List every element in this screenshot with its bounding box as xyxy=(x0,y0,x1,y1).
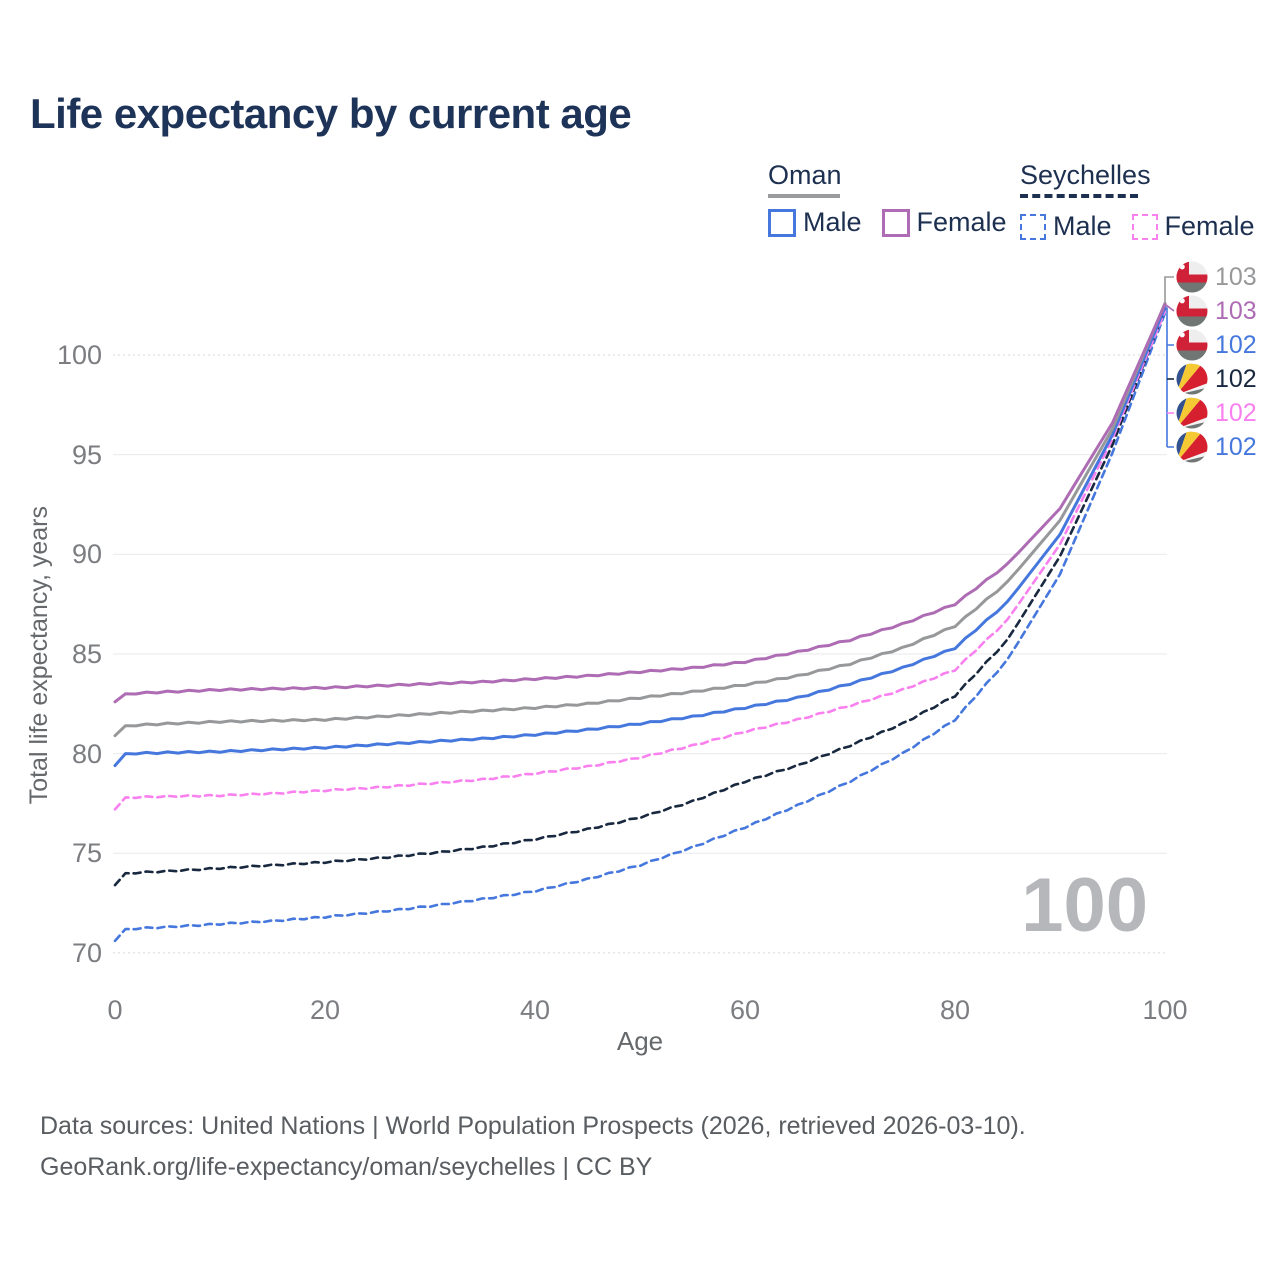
end-label-connector xyxy=(1164,276,1174,304)
legend-label-oman-female: Female xyxy=(916,207,1007,237)
legend-underline-seychelles xyxy=(1020,194,1138,198)
footer-link[interactable]: GeoRank.org/life-expectancy/oman/seychel… xyxy=(40,1152,653,1181)
end-value: 102 xyxy=(1215,398,1257,427)
end-value: 103 xyxy=(1215,262,1257,291)
x-tick-label: 100 xyxy=(1142,995,1188,1025)
y-tick-label: 85 xyxy=(71,638,102,669)
y-tick-label: 90 xyxy=(71,539,102,570)
footer-sources: Data sources: United Nations | World Pop… xyxy=(40,1112,1026,1140)
legend-swatch-oman-female xyxy=(881,208,910,237)
x-tick-label: 0 xyxy=(107,995,123,1025)
end-label-oman-male[interactable]: 102 xyxy=(1176,329,1257,361)
x-axis-title: Age xyxy=(616,1026,664,1056)
series-path-oman-female[interactable] xyxy=(113,302,1167,704)
legend-item-seychelles-male[interactable]: Male xyxy=(1020,211,1112,242)
end-label-seychelles-female[interactable]: 102 xyxy=(1176,397,1257,429)
series-path-seychelles-both[interactable] xyxy=(113,307,1167,887)
footer: Data sources: United Nations | World Pop… xyxy=(40,1106,1026,1187)
y-tick-label: 100 xyxy=(56,340,102,370)
seychelles-flag-icon xyxy=(1176,397,1208,429)
end-label-connector xyxy=(1166,307,1174,448)
legend-underline-oman xyxy=(768,194,840,198)
legend-country-oman[interactable]: Oman xyxy=(768,160,842,190)
legend-item-oman-male[interactable]: Male xyxy=(768,207,862,238)
chart-title: Life expectancy by current age xyxy=(30,90,632,137)
end-value: 102 xyxy=(1215,432,1257,461)
end-labels: 103 103 102 102 102 102 xyxy=(1176,261,1257,463)
legend-country-seychelles[interactable]: Seychelles xyxy=(1020,160,1151,190)
legend-item-seychelles-female[interactable]: Female xyxy=(1131,211,1255,242)
y-tick-label: 80 xyxy=(71,738,102,769)
y-tick-label: 70 xyxy=(71,937,102,968)
x-tick-label: 40 xyxy=(519,995,551,1025)
seychelles-flag-icon xyxy=(1176,431,1208,463)
legend-group-oman: Oman Male Female xyxy=(768,160,1007,238)
x-tick-label: 20 xyxy=(309,995,341,1025)
x-tick-label: 60 xyxy=(729,995,761,1025)
plot-area xyxy=(113,276,1175,954)
y-tick-label: 95 xyxy=(71,439,102,470)
oman-flag-icon xyxy=(1176,261,1208,293)
oman-flag-icon xyxy=(1176,295,1208,327)
x-tick-label: 80 xyxy=(939,995,971,1025)
series-path-oman-both[interactable] xyxy=(113,301,1167,738)
end-label-seychelles-male[interactable]: 102 xyxy=(1176,431,1257,463)
legend-swatch-seychelles-male xyxy=(1020,213,1046,240)
end-value: 102 xyxy=(1215,364,1257,393)
end-value: 103 xyxy=(1215,296,1257,325)
legend-group-seychelles: Seychelles Male Female xyxy=(1020,160,1255,242)
end-label-connector xyxy=(1164,303,1175,312)
oman-flag-icon xyxy=(1176,329,1208,361)
legend-swatch-seychelles-female xyxy=(1131,213,1158,240)
legend-swatch-oman-male xyxy=(768,208,796,237)
end-label-seychelles-both[interactable]: 102 xyxy=(1176,363,1257,395)
y-tick-label: 75 xyxy=(71,838,102,869)
legend-item-oman-female[interactable]: Female xyxy=(881,207,1007,238)
series-path-oman-male[interactable] xyxy=(113,305,1167,768)
legend-label-seychelles-female: Female xyxy=(1164,211,1255,241)
series-path-seychelles-male[interactable] xyxy=(113,311,1167,943)
y-axis-title-box: Total life expectancy, years xyxy=(22,430,56,880)
age-watermark: 100 xyxy=(1021,863,1148,948)
end-label-oman-female[interactable]: 103 xyxy=(1176,295,1257,327)
seychelles-flag-icon xyxy=(1176,363,1208,395)
y-axis-title: Total life expectancy, years xyxy=(24,505,53,805)
legend-label-oman-male: Male xyxy=(803,207,862,237)
series-path-seychelles-female[interactable] xyxy=(113,309,1167,811)
end-value: 102 xyxy=(1215,330,1257,359)
legend-label-seychelles-male: Male xyxy=(1053,211,1112,241)
end-label-oman-both[interactable]: 103 xyxy=(1176,261,1257,293)
